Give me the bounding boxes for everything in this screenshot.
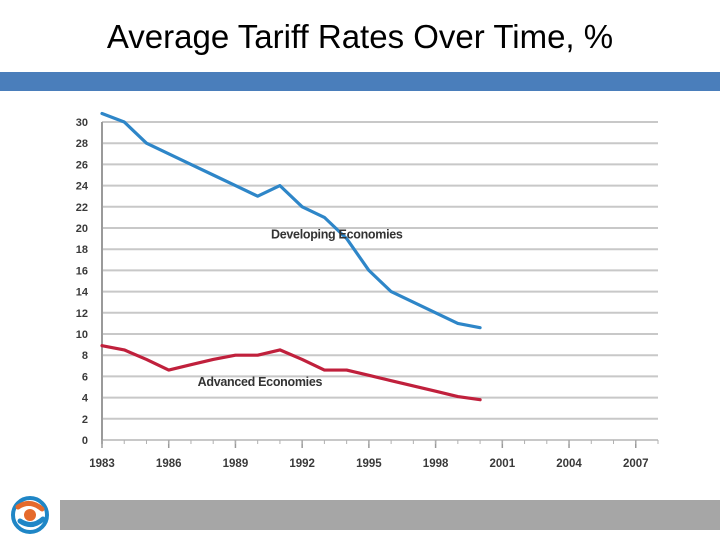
y-tick-label: 18 bbox=[76, 244, 88, 256]
grid-layer bbox=[102, 121, 658, 441]
data-point bbox=[278, 184, 282, 187]
data-point bbox=[123, 348, 126, 352]
data-point bbox=[189, 363, 193, 366]
x-tick-label: 1986 bbox=[156, 458, 182, 470]
series-label-0: Developing Economies bbox=[271, 228, 403, 242]
y-tick-label: 24 bbox=[76, 181, 89, 193]
series-label-layer: Developing Economies Advanced Economies bbox=[198, 228, 404, 389]
data-point bbox=[145, 358, 148, 361]
series-layer bbox=[100, 111, 482, 402]
x-tick-label: 2004 bbox=[556, 458, 582, 470]
series-line-0 bbox=[100, 111, 482, 330]
data-point bbox=[456, 322, 460, 325]
x-tick-label: 2001 bbox=[490, 458, 516, 470]
data-point bbox=[300, 358, 304, 361]
globe-swirl-logo-icon bbox=[10, 493, 50, 535]
data-point bbox=[389, 379, 393, 382]
title-accent-bar bbox=[0, 72, 720, 91]
y-tick-label: 8 bbox=[82, 350, 88, 362]
data-point bbox=[412, 384, 415, 388]
series-line-1 bbox=[100, 344, 482, 402]
y-tick-label: 22 bbox=[76, 202, 88, 214]
slide-title: Average Tariff Rates Over Time, % bbox=[106, 18, 614, 55]
x-tick-label: 1989 bbox=[223, 458, 249, 470]
y-tick-label: 12 bbox=[76, 308, 88, 320]
data-point bbox=[412, 301, 415, 304]
data-point bbox=[478, 398, 482, 401]
data-point bbox=[145, 142, 148, 145]
data-point bbox=[323, 368, 326, 372]
data-point bbox=[234, 354, 237, 357]
data-point bbox=[434, 390, 437, 393]
data-point bbox=[323, 216, 326, 219]
y-tick-label: 4 bbox=[82, 393, 89, 405]
data-point bbox=[212, 358, 215, 361]
data-point bbox=[300, 205, 304, 208]
y-tick-label: 14 bbox=[76, 287, 89, 299]
y-tick-label: 6 bbox=[82, 371, 88, 383]
y-tick-label: 28 bbox=[76, 138, 88, 150]
tariff-line-chart: 0 2 4 6 8 10 12 14 16 18 20 22 24 26 28 30 1983 1986 1989 1… bbox=[60, 100, 670, 480]
data-point bbox=[234, 184, 237, 187]
data-point bbox=[167, 368, 170, 372]
x-tick-label: 1998 bbox=[423, 458, 449, 470]
data-point bbox=[100, 112, 104, 115]
x-tick-label: 1983 bbox=[89, 458, 115, 470]
data-point bbox=[478, 326, 482, 329]
data-point bbox=[189, 163, 193, 166]
data-point bbox=[345, 237, 348, 240]
y-tick-label: 26 bbox=[76, 159, 88, 171]
data-point bbox=[389, 290, 393, 293]
x-tick-label: 2007 bbox=[623, 458, 649, 470]
series-label-1: Advanced Economies bbox=[198, 375, 323, 389]
y-tick-label: 10 bbox=[76, 329, 88, 341]
data-point bbox=[367, 374, 371, 377]
data-point bbox=[434, 311, 437, 314]
y-tick-label: 30 bbox=[76, 117, 88, 129]
data-point bbox=[456, 395, 460, 398]
footer-bar bbox=[60, 500, 720, 530]
y-tick-label: 16 bbox=[76, 265, 88, 277]
data-point bbox=[345, 368, 348, 372]
y-tick-label: 20 bbox=[76, 223, 88, 235]
x-tick-label: 1995 bbox=[356, 458, 382, 470]
data-point bbox=[212, 173, 215, 177]
data-point bbox=[367, 269, 371, 272]
data-point bbox=[100, 344, 104, 347]
data-point bbox=[256, 354, 259, 357]
x-tick-label: 1992 bbox=[289, 458, 315, 470]
data-point bbox=[256, 195, 259, 198]
data-point bbox=[167, 152, 170, 155]
data-point bbox=[278, 348, 282, 352]
data-point bbox=[123, 120, 126, 124]
y-tick-label: 0 bbox=[82, 435, 88, 447]
y-tick-label: 2 bbox=[82, 414, 88, 426]
